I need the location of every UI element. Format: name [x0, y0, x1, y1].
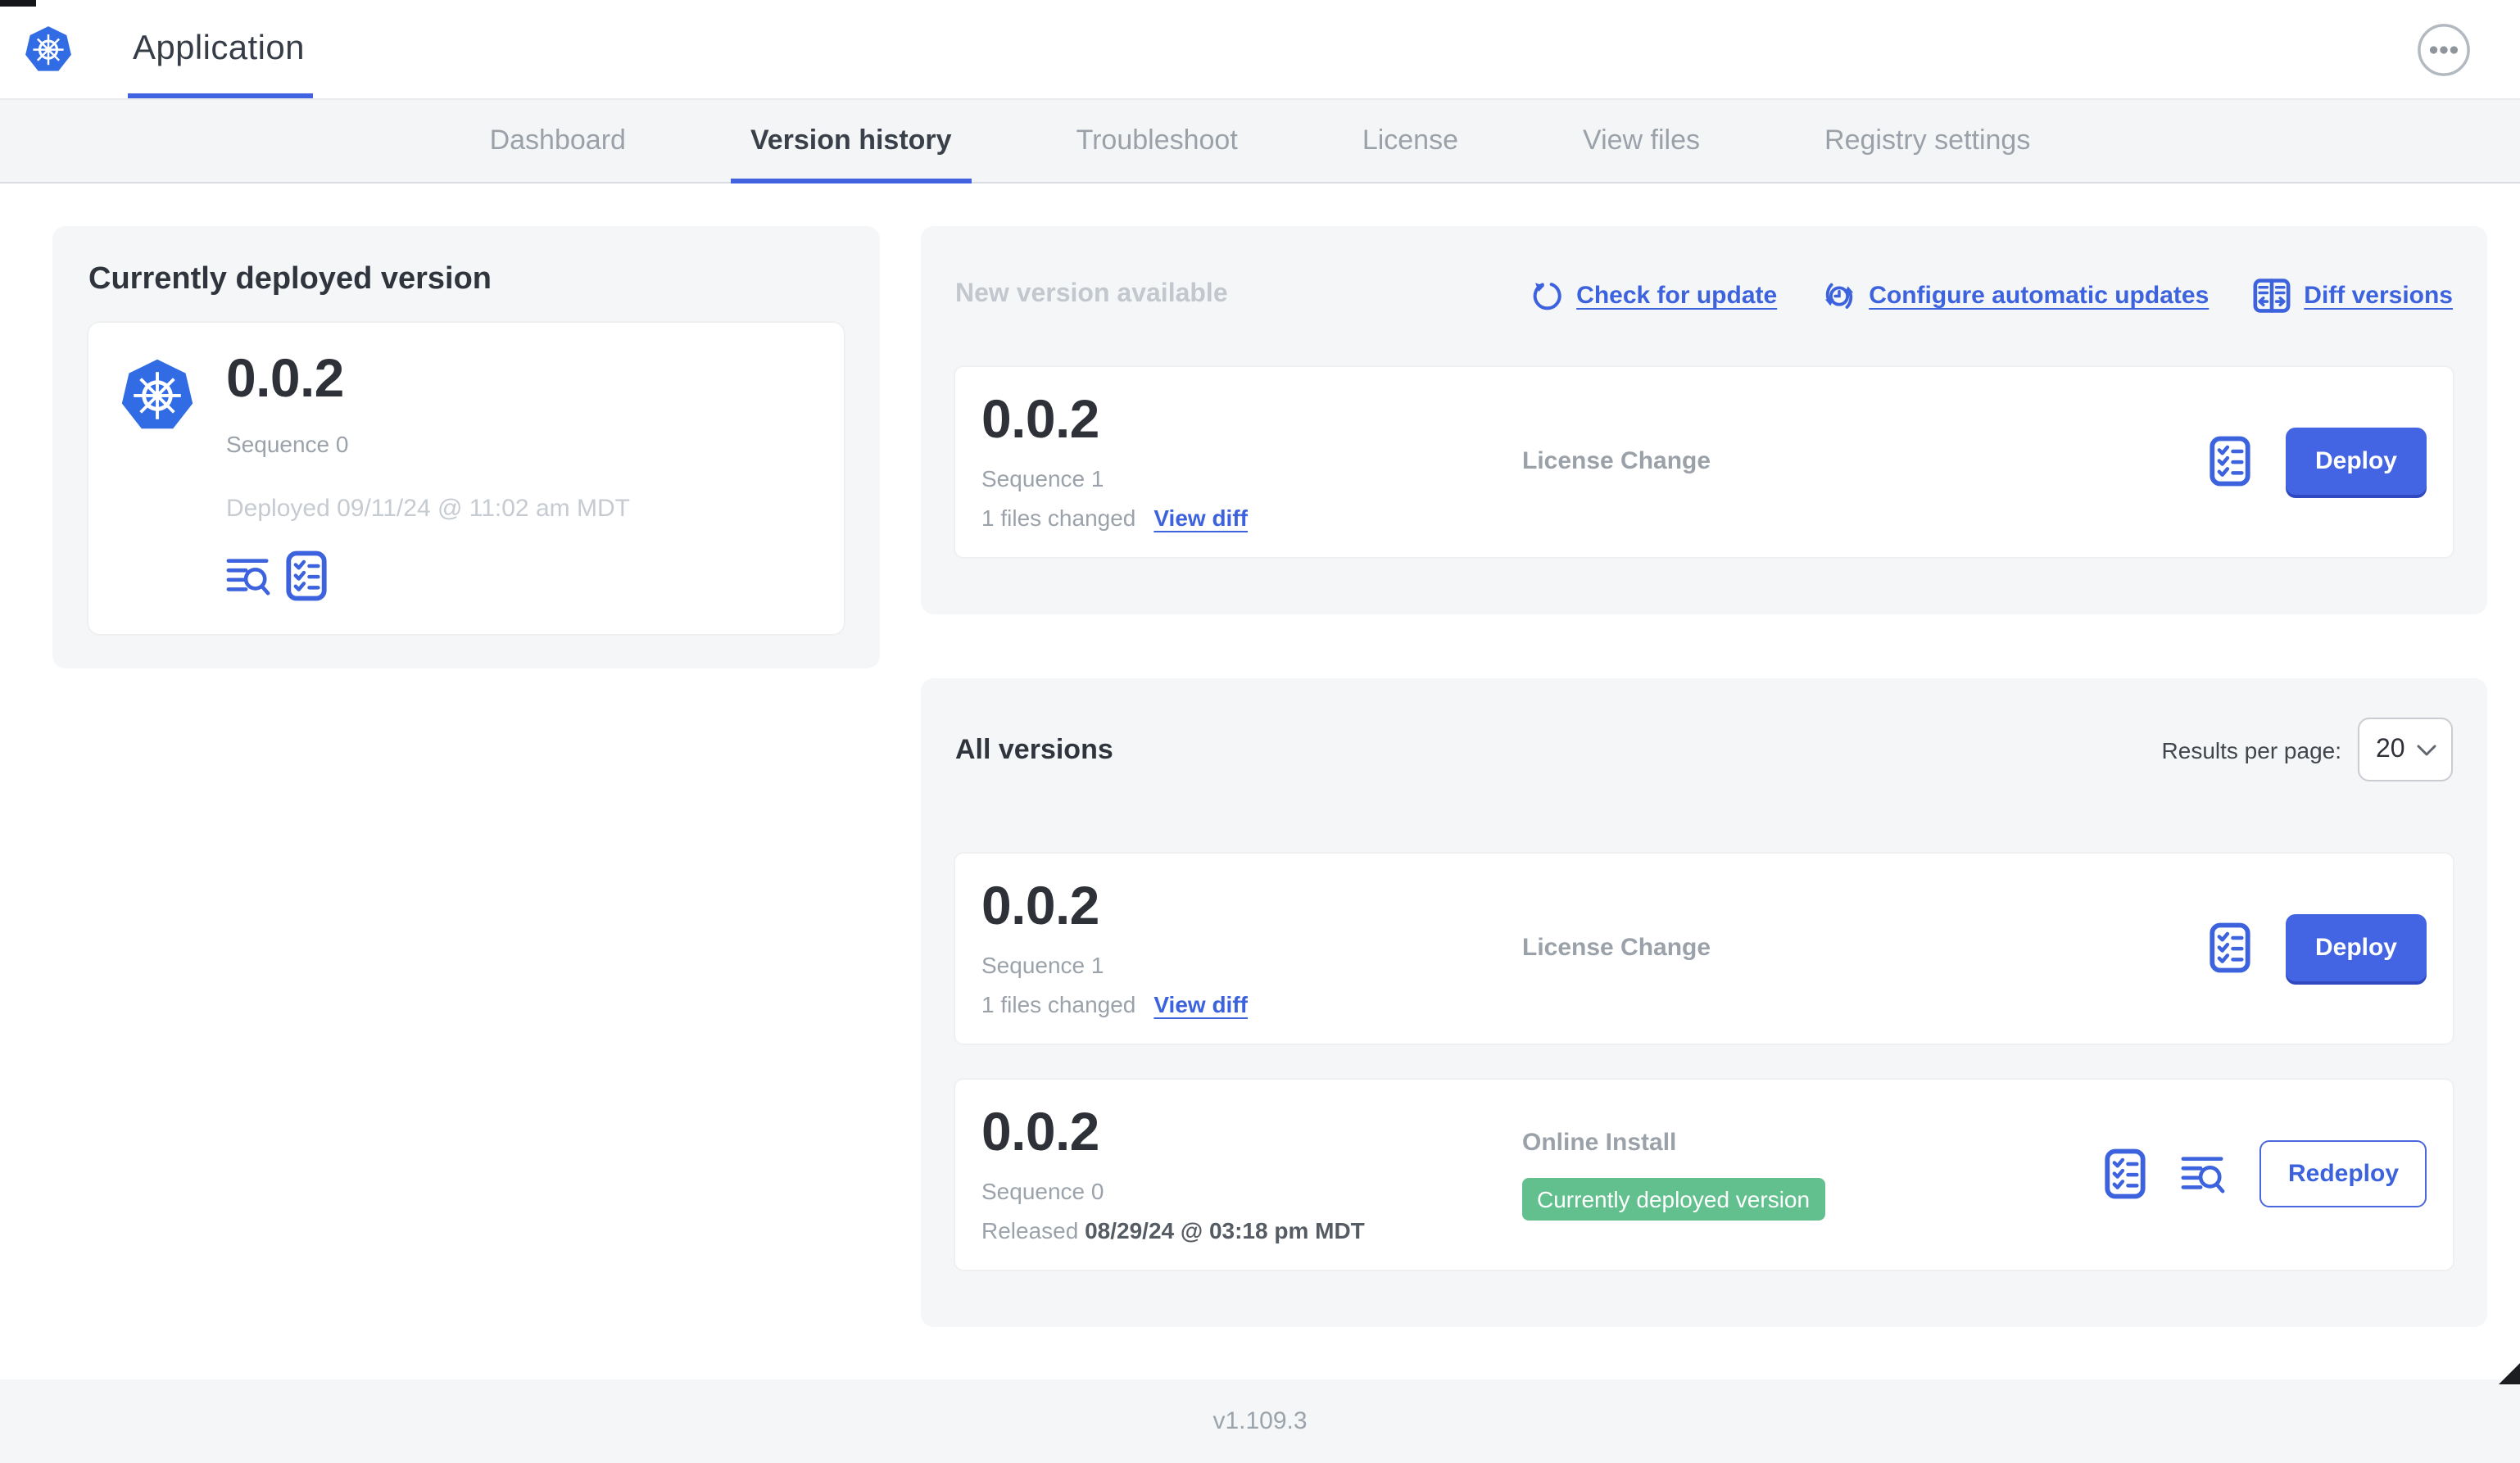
- clock-refresh-icon: [1823, 283, 1855, 309]
- kubernetes-logo-icon: [118, 354, 197, 436]
- tab-troubleshoot[interactable]: Troubleshoot: [1076, 125, 1238, 156]
- app-header: Application: [0, 0, 2520, 98]
- deployed-sequence: Sequence 0: [226, 430, 349, 457]
- currently-deployed-badge: Currently deployed version: [1522, 1177, 1825, 1221]
- version-source: License Change: [1522, 447, 1711, 476]
- deployed-timestamp: Deployed 09/11/24 @ 11:02 am MDT: [226, 494, 630, 523]
- version-sequence: Sequence 1: [981, 952, 1104, 979]
- version-source: Online Install: [1522, 1128, 1677, 1157]
- currently-deployed-card: 0.0.2 Sequence 0 Deployed 09/11/24 @ 11:…: [87, 321, 845, 636]
- logs-icon[interactable]: [2182, 1153, 2226, 1197]
- released-label: Released: [981, 1217, 1079, 1244]
- new-version-title: New version available: [955, 280, 1228, 309]
- tab-version-history[interactable]: Version history: [730, 100, 972, 183]
- version-number: 0.0.2: [981, 1101, 1099, 1162]
- check-for-update-link[interactable]: Check for update: [1530, 279, 1777, 312]
- view-diff-link[interactable]: View diff: [1153, 991, 1248, 1018]
- preflight-checks-icon[interactable]: [2209, 923, 2251, 974]
- preflight-checks-icon[interactable]: [2105, 1149, 2147, 1200]
- version-sequence: Sequence 1: [981, 464, 1104, 491]
- results-per-page-label: Results per page:: [2161, 736, 2341, 763]
- files-changed: 1 files changed: [981, 504, 1136, 531]
- tab-registry-settings[interactable]: Registry settings: [1824, 125, 2031, 156]
- right-column: New version available Check for update C…: [921, 226, 2487, 1327]
- version-number: 0.0.2: [981, 875, 1099, 936]
- diff-columns-icon: [2253, 277, 2291, 315]
- all-versions-panel: All versions Results per page: 20: [921, 677, 2487, 1327]
- preflight-checks-icon[interactable]: [2209, 436, 2251, 487]
- footer: v1.109.3: [0, 1379, 2520, 1463]
- new-version-row: 0.0.2 Sequence 1 1 files changed View di…: [954, 365, 2454, 559]
- redeploy-button[interactable]: Redeploy: [2259, 1140, 2427, 1208]
- screen-edge-artifact: [0, 0, 36, 7]
- preflight-checks-icon[interactable]: [285, 550, 328, 600]
- logs-icon[interactable]: [226, 553, 270, 597]
- files-changed: 1 files changed: [981, 991, 1136, 1018]
- main-content: Currently deployed version 0.0.2 Sequenc…: [0, 183, 2520, 1327]
- deployed-version-number: 0.0.2: [226, 347, 344, 408]
- version-row: 0.0.2 Sequence 0 Released 08/29/24 @ 03:…: [954, 1077, 2454, 1271]
- currently-deployed-title: Currently deployed version: [88, 262, 492, 297]
- chevron-down-icon: [2417, 744, 2436, 755]
- deploy-button[interactable]: Deploy: [2285, 428, 2427, 496]
- console-version: v1.109.3: [1212, 1406, 1308, 1435]
- version-sequence: Sequence 0: [981, 1178, 1104, 1205]
- configure-automatic-updates-link[interactable]: Configure automatic updates: [1821, 279, 2209, 313]
- kubernetes-logo-icon: [24, 25, 73, 73]
- refresh-icon: [1533, 281, 1561, 310]
- version-row: 0.0.2 Sequence 1 1 files changed View di…: [954, 851, 2454, 1045]
- more-options-button[interactable]: [2417, 23, 2471, 77]
- view-diff-link[interactable]: View diff: [1153, 504, 1248, 531]
- diff-versions-link[interactable]: Diff versions: [2253, 277, 2453, 315]
- tab-license[interactable]: License: [1362, 125, 1459, 156]
- tab-dashboard[interactable]: Dashboard: [489, 125, 626, 156]
- app-title: Application: [133, 29, 305, 67]
- new-version-panel: New version available Check for update C…: [921, 226, 2487, 614]
- released-timestamp: 08/29/24 @ 03:18 pm MDT: [1085, 1217, 1365, 1244]
- results-per-page-select[interactable]: 20: [2358, 718, 2453, 782]
- application-tab[interactable]: Application: [23, 0, 313, 98]
- all-versions-title: All versions: [955, 733, 1113, 765]
- version-number: 0.0.2: [981, 388, 1099, 450]
- tab-view-files[interactable]: View files: [1583, 125, 1701, 156]
- nav-tab-bar: Dashboard Version history Troubleshoot L…: [0, 98, 2520, 183]
- cursor-artifact: [2499, 1363, 2520, 1384]
- deploy-button[interactable]: Deploy: [2285, 914, 2427, 982]
- active-app-underline: [128, 93, 313, 98]
- ellipsis-icon: [2418, 24, 2470, 76]
- version-source: License Change: [1522, 934, 1711, 962]
- currently-deployed-panel: Currently deployed version 0.0.2 Sequenc…: [52, 226, 880, 668]
